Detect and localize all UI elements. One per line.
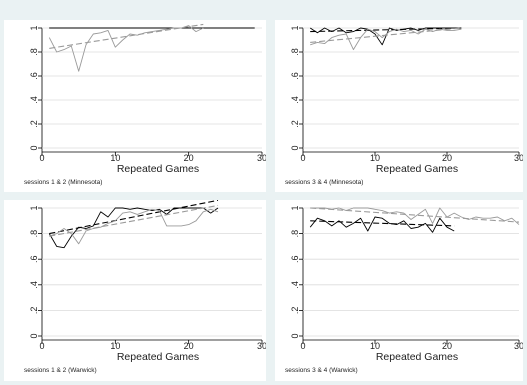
y-tick-label: .6 <box>29 72 39 80</box>
x-tick-label: 0 <box>300 341 305 351</box>
series-line-0 <box>309 216 455 233</box>
y-tick-label: .4 <box>290 96 300 104</box>
x-tick-label: 10 <box>370 341 380 351</box>
y-tick-label: 0 <box>29 333 39 338</box>
y-tick-label: .8 <box>290 48 300 56</box>
trend-line-1 <box>310 220 455 227</box>
y-tick-label: .4 <box>29 96 39 104</box>
y-tick-label: 1 <box>29 205 39 210</box>
y-tick-label: .6 <box>290 255 300 263</box>
y-tick-label: .2 <box>29 120 39 128</box>
series-line-0 <box>48 207 219 249</box>
x-axis-title: Repeated Games <box>376 163 458 175</box>
trend-line-3 <box>310 207 520 223</box>
series-line-2 <box>310 207 520 225</box>
y-tick-label: 0 <box>290 333 300 338</box>
trend-line-3 <box>49 23 204 49</box>
trend-line-1 <box>49 200 219 235</box>
panel-warwick-s34: 0.2.4.6.8 1 0 10 20 30 Repeated Games sessions … <box>275 200 523 381</box>
panel-warwick-s12: 0.2.4.6.8 1 0 10 20 30 Repeated Games sessions … <box>4 200 266 381</box>
x-tick-label: 20 <box>442 153 452 163</box>
y-tick-label: .2 <box>290 307 300 315</box>
x-tick-label: 10 <box>110 153 120 163</box>
y-tick-label: .4 <box>290 281 300 289</box>
y-tick-label: .8 <box>29 230 39 238</box>
panel-note: sessions 1 & 2 (Warwick) <box>24 367 97 374</box>
x-tick-label: 0 <box>39 341 44 351</box>
y-tick-label: .2 <box>29 307 39 315</box>
x-tick-label: 0 <box>300 153 305 163</box>
series-line-0 <box>309 27 462 46</box>
x-axis-title: Repeated Games <box>117 351 199 363</box>
x-tick-label: 30 <box>514 341 523 351</box>
x-tick-label: 30 <box>257 153 266 163</box>
trend-line-3 <box>310 27 462 43</box>
y-tick-label: 0 <box>290 145 300 150</box>
y-tick-label: .6 <box>29 255 39 263</box>
trend-line-3 <box>49 204 219 237</box>
series-line-2 <box>49 208 219 245</box>
x-axis-title: Repeated Games <box>376 351 458 363</box>
y-tick-label: .4 <box>29 281 39 289</box>
y-tick-label: .2 <box>290 120 300 128</box>
panel-note: sessions 1 & 2 (Minnesota) <box>24 179 102 186</box>
y-tick-label: .8 <box>29 48 39 56</box>
x-tick-label: 30 <box>514 153 523 163</box>
y-tick-label: .8 <box>290 230 300 238</box>
panel-minnesota-s12: 0.2.4.6.8 1 0 10 20 30 Repeated Games sessions … <box>4 20 266 192</box>
x-tick-label: 10 <box>370 153 380 163</box>
y-tick-label: 0 <box>29 145 39 150</box>
series-line-2 <box>48 25 204 72</box>
y-tick-label: 1 <box>290 25 300 30</box>
x-axis-title: Repeated Games <box>117 163 199 175</box>
y-tick-label: 1 <box>29 25 39 30</box>
y-tick-label: .6 <box>290 72 300 80</box>
x-tick-label: 20 <box>184 153 194 163</box>
x-tick-label: 20 <box>184 341 194 351</box>
panel-note: sessions 3 & 4 (Warwick) <box>285 367 358 374</box>
x-tick-label: 20 <box>442 341 452 351</box>
panel-minnesota-s34: 0.2.4.6.8 1 0 10 20 30 Repeated Games sessions … <box>275 20 523 192</box>
x-tick-label: 10 <box>110 341 120 351</box>
panel-note: sessions 3 & 4 (Minnesota) <box>285 179 363 186</box>
x-tick-label: 30 <box>257 341 266 351</box>
y-tick-label: 1 <box>290 205 300 210</box>
trend-line-1 <box>310 27 462 33</box>
series-line-2 <box>310 28 462 51</box>
x-tick-label: 0 <box>39 153 44 163</box>
